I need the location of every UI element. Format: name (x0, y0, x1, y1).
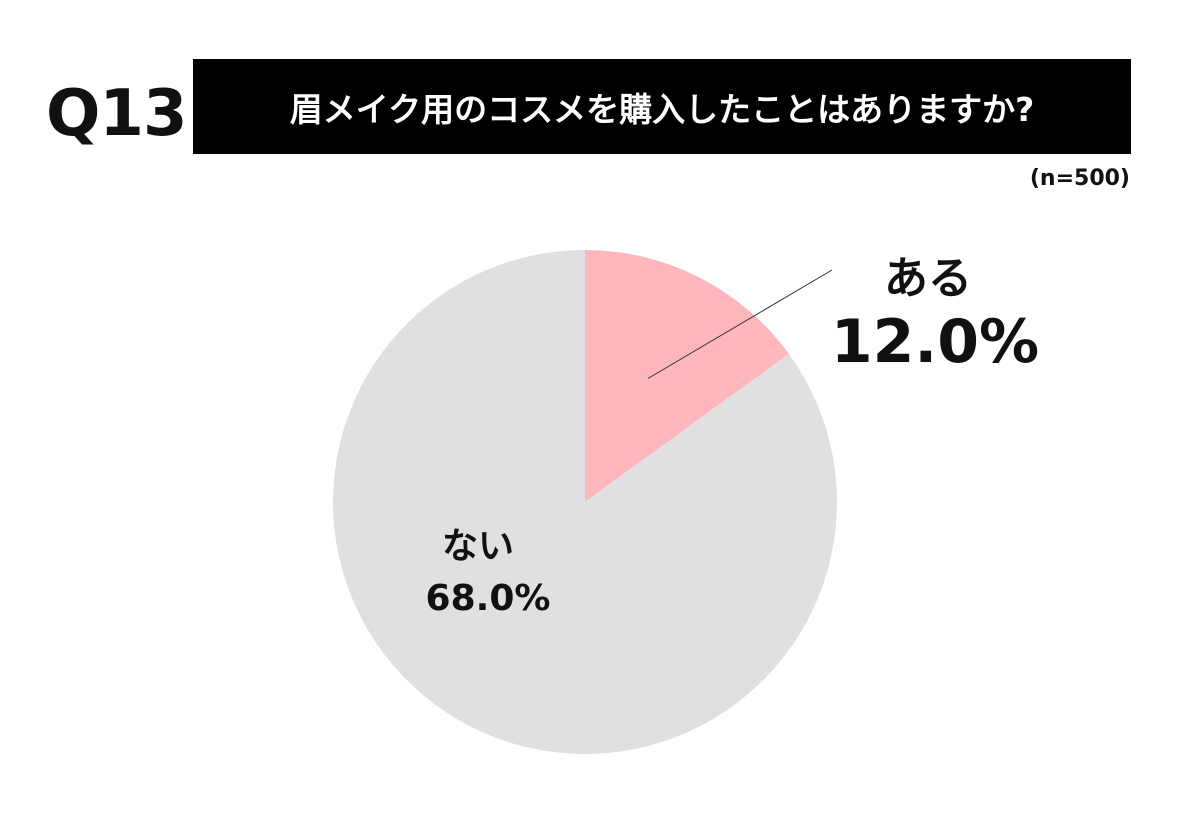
pie-slice-1 (585, 250, 789, 502)
question-title: 眉メイク用のコスメを購入したことはありますか? (289, 89, 1035, 129)
question-number: Q13 (46, 77, 187, 151)
slice-label-1: ある (884, 253, 972, 304)
question-title-bar: 眉メイク用のコスメを購入したことはありますか? (193, 59, 1131, 154)
slice-value-1: 12.0% (831, 307, 1039, 377)
slice-label-2: ない (442, 526, 514, 567)
sample-size-label: (n=500) (1029, 166, 1130, 191)
pie-slice-2 (333, 250, 837, 755)
slice-value-2: 68.0% (426, 578, 551, 619)
leader-line-1 (647, 269, 833, 379)
